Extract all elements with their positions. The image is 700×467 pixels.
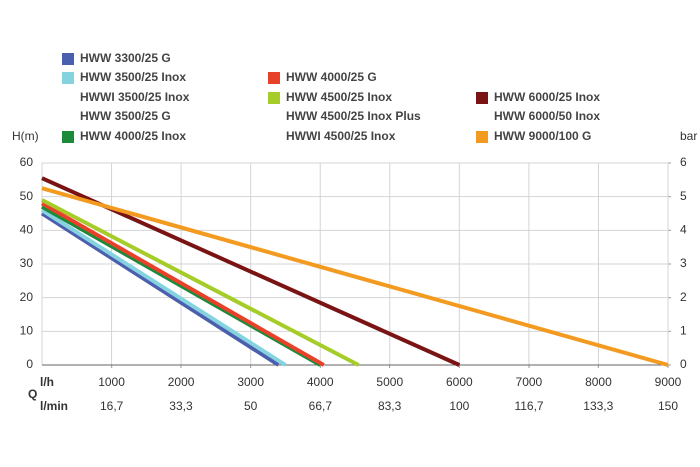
series-line xyxy=(40,208,287,367)
legend-label: HWW 4500/25 Inox xyxy=(286,90,392,104)
x2-tick-label: 83,3 xyxy=(378,399,402,413)
y-tick-label: 50 xyxy=(20,189,34,203)
x-tick-label: 3000 xyxy=(237,375,264,389)
legend-swatch xyxy=(62,72,74,84)
x-unit: l/h xyxy=(40,375,54,389)
x-tick-label: 1000 xyxy=(98,375,125,389)
x-tick-label: 8000 xyxy=(585,375,612,389)
x2-tick-label: 16,7 xyxy=(100,399,124,413)
y-tick-label: 0 xyxy=(26,357,33,371)
y-tick-label: 30 xyxy=(20,256,34,270)
y2-tick-label: 1 xyxy=(680,324,687,338)
legend-label: HWW 4000/25 G xyxy=(286,70,377,84)
legend-label: HWW 3300/25 G xyxy=(80,51,171,65)
legend-swatch xyxy=(62,53,74,65)
legend-label: HWW 4000/25 Inox xyxy=(80,129,186,143)
legend-swatch xyxy=(62,131,74,143)
y2-axis-label: bar xyxy=(680,129,697,143)
x2-tick-label: 150 xyxy=(658,399,678,413)
y2-tick-label: 4 xyxy=(680,223,687,237)
x2-tick-label: 66,7 xyxy=(309,399,333,413)
legend-swatch xyxy=(476,92,488,104)
y2-tick-label: 0 xyxy=(680,357,687,371)
series-line xyxy=(40,211,280,367)
x2-tick-label: 133,3 xyxy=(583,399,613,413)
x-axis-label: Q xyxy=(28,387,37,401)
x2-unit: l/min xyxy=(40,399,68,413)
legend-label: HWW 9000/100 G xyxy=(494,129,591,143)
y2-tick-label: 6 xyxy=(680,155,687,169)
legend-label: HWW 3500/25 Inox xyxy=(80,70,186,84)
legend-label: HWW 6000/50 Inox xyxy=(494,109,600,123)
y-axis-label: H(m) xyxy=(12,129,39,143)
x-tick-label: 4000 xyxy=(307,375,334,389)
series-line xyxy=(41,186,669,367)
x2-tick-label: 116,7 xyxy=(514,399,543,413)
legend-label: HWWI 4500/25 Inox xyxy=(286,129,396,143)
series-line xyxy=(41,198,360,367)
y-tick-label: 60 xyxy=(20,155,34,169)
y2-tick-label: 2 xyxy=(680,290,687,304)
x-tick-label: 9000 xyxy=(655,375,682,389)
x2-tick-label: 100 xyxy=(449,399,469,413)
x-tick-label: 5000 xyxy=(376,375,403,389)
x-tick-label: 2000 xyxy=(168,375,195,389)
x-tick-label: 7000 xyxy=(516,375,543,389)
y-tick-label: 10 xyxy=(20,324,34,338)
x-tick-label: 6000 xyxy=(446,375,473,389)
x2-tick-label: 33,3 xyxy=(169,399,193,413)
y-tick-label: 40 xyxy=(20,223,34,237)
series-line xyxy=(41,201,325,367)
y2-tick-label: 5 xyxy=(680,189,687,203)
legend-label: HWWI 3500/25 Inox xyxy=(80,90,190,104)
legend-swatch xyxy=(476,131,488,143)
x2-tick-label: 50 xyxy=(244,399,258,413)
y-tick-label: 20 xyxy=(20,290,34,304)
legend-swatch xyxy=(268,72,280,84)
legend-label: HWW 3500/25 G xyxy=(80,109,171,123)
legend-swatch xyxy=(268,92,280,104)
legend-label: HWW 4500/25 Inox Plus xyxy=(286,109,421,123)
legend-label: HWW 6000/25 Inox xyxy=(494,90,600,104)
y2-tick-label: 3 xyxy=(680,256,687,270)
